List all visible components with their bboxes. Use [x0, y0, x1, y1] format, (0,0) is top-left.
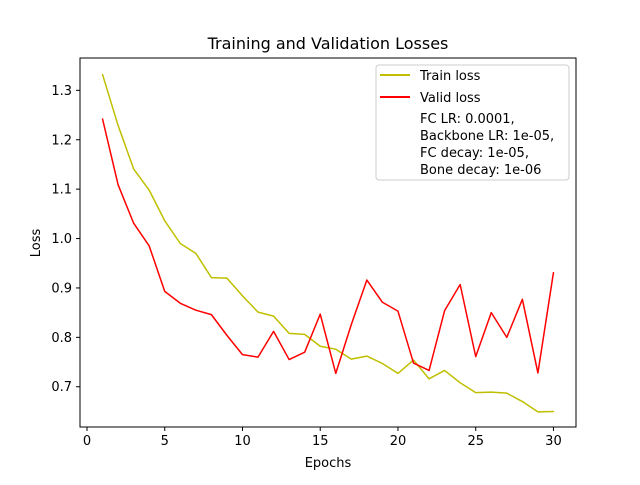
legend-note-bone-decay: Bone decay: 1e-06: [420, 163, 541, 178]
y-axis-label: Loss: [29, 229, 44, 258]
y-tick-label: 1.2: [51, 133, 72, 148]
x-axis-label: Epochs: [305, 456, 352, 471]
y-tick-label: 1.1: [51, 183, 72, 198]
legend-note-fc-lr: FC LR: 0.0001,: [420, 112, 515, 127]
y-tick-label: 1.3: [51, 84, 72, 99]
x-tick-label: 0: [83, 434, 91, 449]
series-layer: [101, 73, 555, 413]
legend: Train loss Valid loss FC LR: 0.0001, Bac…: [375, 64, 570, 181]
legend-valid-loss-label: Valid loss: [420, 91, 481, 106]
legend-note-fc-decay: FC decay: 1e-05,: [420, 146, 529, 161]
x-tick-label: 15: [312, 434, 329, 449]
y-tick-label: 0.9: [51, 281, 72, 296]
legend-train-loss-label: Train loss: [419, 69, 481, 84]
valid-loss-line: [101, 118, 555, 375]
y-tick-label: 0.8: [51, 331, 72, 346]
train-loss-line: [101, 73, 555, 413]
plot-frame: [79, 57, 577, 428]
x-tick-label: 10: [234, 434, 251, 449]
x-tick-label: 25: [467, 434, 484, 449]
legend-box: [375, 64, 570, 181]
y-tick-label: 0.7: [51, 380, 72, 395]
chart-title: Training and Validation Losses: [207, 34, 449, 53]
x-tick-label: 5: [161, 434, 169, 449]
y-tick-label: 1.0: [51, 232, 72, 247]
x-tick-label: 30: [545, 434, 562, 449]
x-tick-label: 20: [390, 434, 407, 449]
legend-note-backbone-lr: Backbone LR: 1e-05,: [420, 129, 554, 144]
x-axis-ticks: 0 5 10 15 20 25 30: [83, 427, 562, 449]
y-axis-ticks: 0.7 0.8 0.9 1.0 1.1 1.2 1.3: [51, 84, 80, 395]
